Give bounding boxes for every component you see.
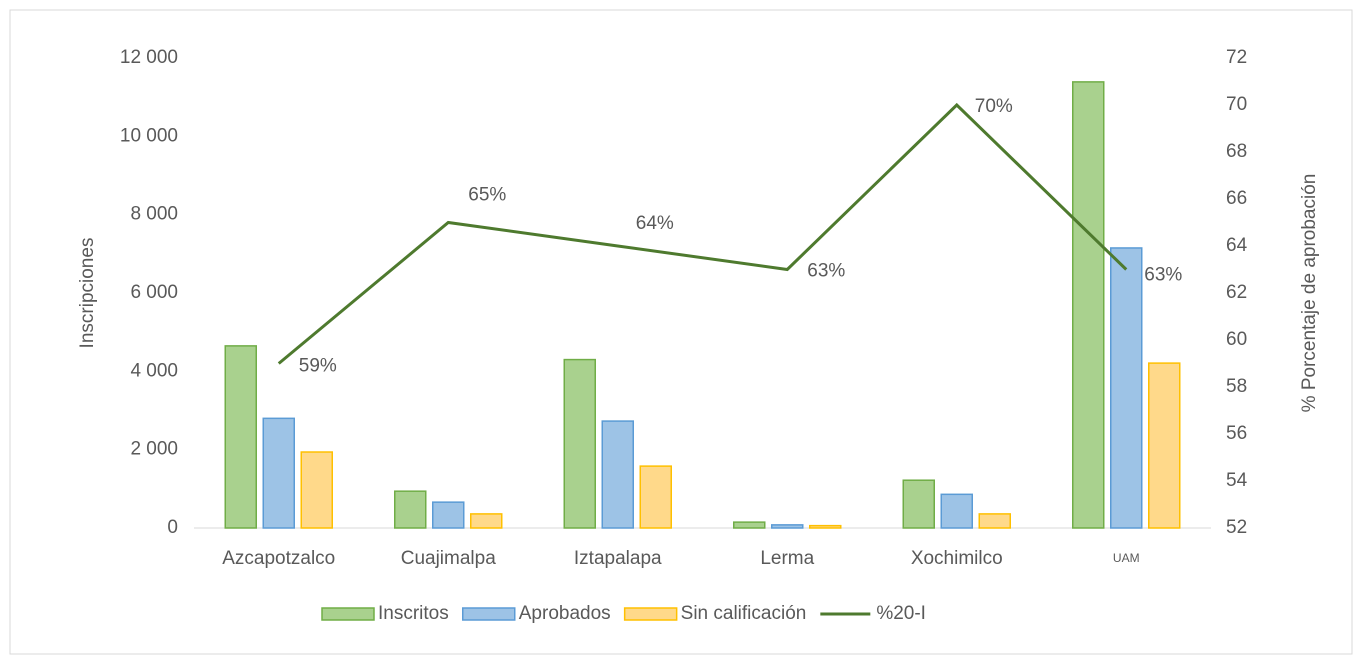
legend-label: Aprobados	[519, 603, 611, 624]
y-tick-label: 12 000	[120, 47, 178, 68]
x-tick-label: Xochimilco	[911, 548, 1003, 569]
bar	[601, 420, 634, 529]
y-tick-label: 0	[167, 517, 178, 538]
y-tick-label: 6 000	[130, 282, 178, 303]
y-axis-label: Inscripciones	[77, 238, 98, 349]
y2-axis-label: % Porcentaje de aprobación	[1299, 174, 1320, 413]
y2-tick-label: 70	[1226, 94, 1247, 115]
bar	[1148, 362, 1181, 529]
x-tick-label: UAM	[1113, 551, 1140, 565]
bar	[300, 451, 333, 529]
y2-tick-label: 68	[1226, 141, 1247, 162]
bar	[1072, 81, 1105, 529]
legend-label: %20-I	[876, 603, 926, 624]
bar	[432, 501, 465, 529]
data-label: 70%	[975, 96, 1013, 117]
bar	[940, 493, 973, 529]
y2-tick-label: 58	[1226, 376, 1247, 397]
y2-tick-label: 72	[1226, 47, 1247, 68]
bar	[470, 513, 503, 529]
bar	[394, 490, 427, 529]
y-tick-label: 4 000	[130, 360, 178, 381]
bar	[563, 358, 596, 529]
y-tick-label: 8 000	[130, 204, 178, 225]
bar	[639, 465, 672, 529]
bar	[733, 521, 766, 529]
legend-swatch	[462, 607, 516, 621]
bar	[262, 417, 295, 529]
y2-tick-label: 62	[1226, 282, 1247, 303]
chart-border	[9, 9, 1353, 655]
bar	[902, 479, 935, 529]
x-tick-label: Azcapotzalco	[222, 548, 335, 569]
bar	[224, 345, 257, 529]
y2-tick-label: 64	[1226, 235, 1248, 256]
legend-swatch	[623, 607, 678, 621]
data-label: 64%	[636, 213, 674, 234]
y-tick-label: 2 000	[130, 439, 178, 460]
bar	[978, 513, 1011, 529]
bar	[809, 524, 842, 529]
line-series	[277, 102, 1128, 365]
bar	[771, 524, 804, 529]
data-label: 63%	[1144, 265, 1182, 286]
x-tick-label: Iztapalapa	[574, 548, 662, 569]
data-label: 59%	[299, 356, 337, 377]
y2-tick-label: 66	[1226, 188, 1247, 209]
y2-tick-label: 52	[1226, 517, 1247, 538]
y2-tick-label: 60	[1226, 329, 1247, 350]
legend-swatch	[321, 607, 375, 621]
bar	[1110, 247, 1143, 529]
y-tick-label: 10 000	[120, 125, 178, 146]
x-tick-label: Cuajimalpa	[401, 548, 496, 569]
legend-label: Sin calificación	[681, 603, 807, 624]
x-tick-label: Lerma	[760, 548, 814, 569]
y2-tick-label: 54	[1226, 470, 1248, 491]
legend-label: Inscritos	[378, 603, 449, 624]
y2-tick-label: 56	[1226, 423, 1247, 444]
data-label: 65%	[468, 185, 506, 206]
data-label: 63%	[807, 261, 845, 282]
